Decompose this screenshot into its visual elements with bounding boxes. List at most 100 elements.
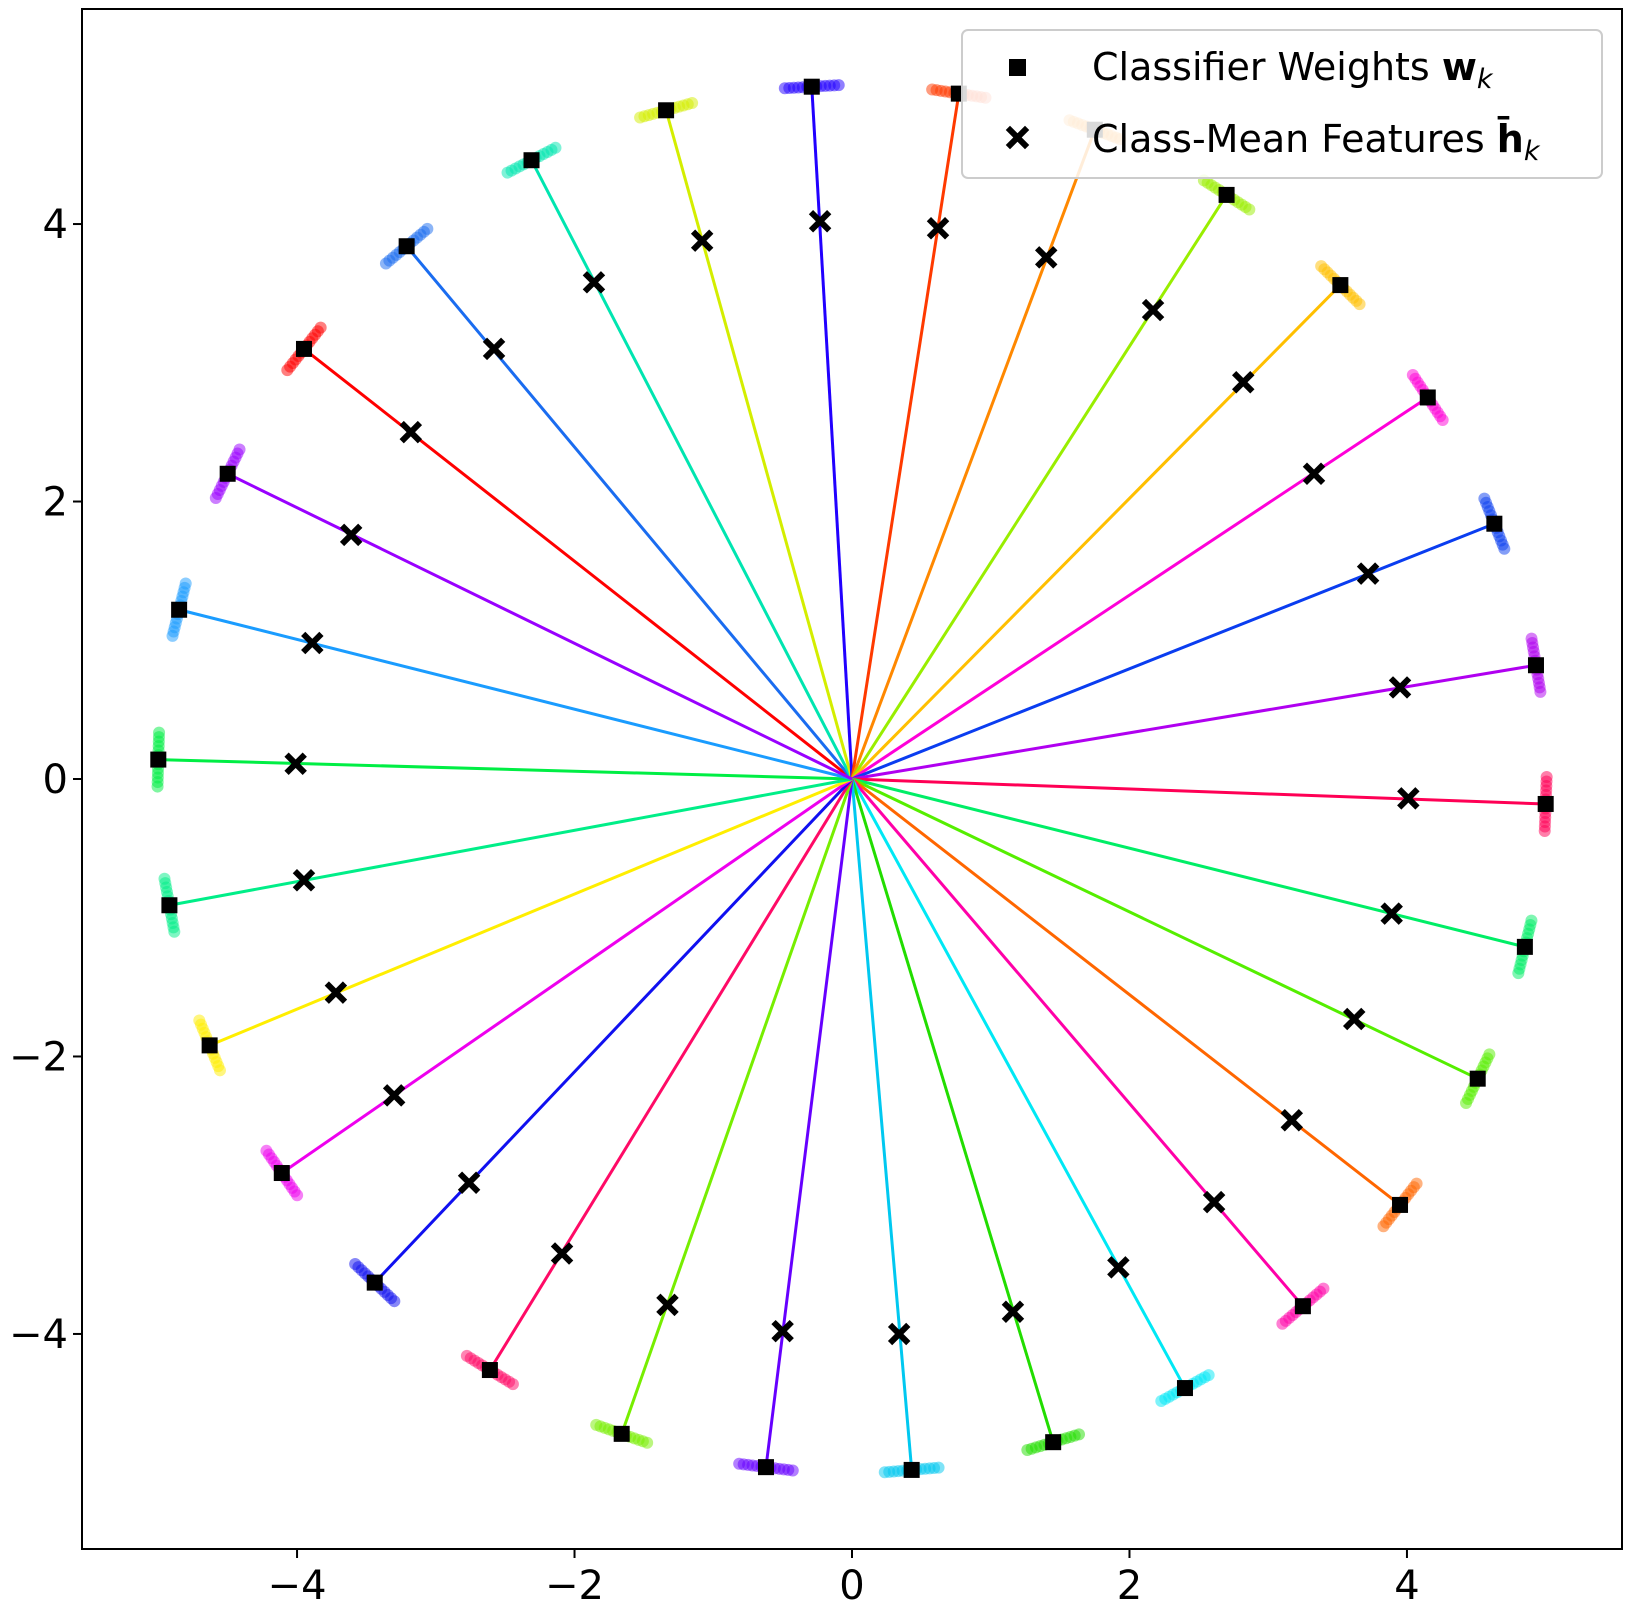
weight-square-10 [1486,515,1503,532]
mean-x-16 [1202,1190,1226,1214]
class-ray-12 [851,777,1546,806]
class-ray-9 [851,396,1429,781]
class-ray-7 [850,194,1228,780]
mean-x-19 [887,1322,911,1346]
y-tick-label-0: −4 [9,1312,68,1358]
feature-point-26-12 [168,925,181,938]
y-tick-label-2: 0 [43,757,68,803]
feature-point-17-12 [1202,1369,1215,1382]
feature-point-16-12 [1317,1282,1330,1295]
x-tick-label-2: 0 [839,1563,864,1609]
x-tick-label-0: −4 [268,1563,327,1609]
class-ray-3 [664,109,854,780]
feature-point-20-12 [786,1464,799,1477]
mean-x-0 [399,420,423,444]
mean-x-24 [382,1084,406,1107]
weight-square-29 [219,465,236,482]
class-ray-29 [227,472,853,781]
x-tick-label-1: −2 [545,1563,604,1609]
feature-point-27-12 [151,780,164,793]
feature-point-11-12 [1525,632,1538,645]
weight-square-0 [295,340,312,357]
class-ray-0 [303,347,853,781]
mean-x-10 [1356,562,1380,585]
mean-x-18 [1001,1300,1025,1324]
weight-square-22 [481,1362,498,1379]
feature-point-15-12 [1410,1177,1423,1190]
mean-x-20 [771,1319,794,1343]
class-ray-26 [169,777,853,907]
feature-point-2-12 [501,166,514,179]
mean-x-13 [1380,902,1403,925]
legend-x-icon [1005,125,1030,150]
class-ray-25 [209,777,853,1047]
class-ray-17 [850,778,1187,1389]
weight-square-7 [1218,186,1235,203]
feature-point-25-12 [213,1064,226,1077]
weight-square-13 [1516,938,1533,955]
class-ray-28 [178,608,853,781]
class-ray-21 [620,778,854,1435]
weight-square-26 [161,897,178,914]
mean-x-6 [1034,246,1058,269]
y-tick-label-3: 2 [43,480,68,526]
weight-square-9 [1419,389,1436,406]
class-ray-19 [850,778,914,1471]
class-ray-27 [158,758,853,781]
feature-point-19-12 [932,1461,945,1474]
legend-box [961,29,1603,179]
y-tick-label-4: 4 [43,202,68,248]
weight-square-17 [1176,1380,1193,1397]
mean-x-28 [301,631,324,655]
class-ray-20 [764,778,854,1468]
class-ray-2 [530,159,854,780]
mean-x-11 [1388,676,1412,699]
feature-point-5-12 [926,83,939,96]
mean-x-23 [457,1171,481,1194]
class-ray-24 [280,777,853,1175]
weight-square-4 [803,78,820,95]
axis-ticks: −4 −2 0 2 4 −4 −2 0 2 4 [9,202,1420,1609]
mean-x-26 [292,869,316,892]
feature-point-8-12 [1315,260,1328,273]
feature-point-9-12 [1406,368,1419,381]
mean-x-17 [1107,1256,1130,1279]
x-tick-label-3: 2 [1117,1563,1142,1609]
legend: Classifier Weights wk Class-Mean Feature… [961,29,1603,179]
weight-square-28 [171,601,188,618]
weight-square-27 [150,751,167,768]
weight-square-14 [1469,1070,1486,1087]
class-ray-8 [850,284,1342,781]
weight-square-2 [523,152,540,169]
weight-square-15 [1392,1196,1409,1213]
weight-square-25 [201,1037,218,1054]
weight-square-20 [757,1459,774,1476]
mean-x-2 [582,271,606,294]
class-ray-23 [373,777,854,1284]
class-rays [158,86,1546,1471]
mean-x-5 [926,216,950,240]
feature-point-12-12 [1540,770,1553,783]
class-ray-11 [851,663,1537,781]
feature-point-0-12 [281,364,294,377]
mean-x-12 [1397,787,1420,810]
weight-square-24 [273,1165,290,1182]
class-ray-5 [850,93,961,780]
class-ray-4 [810,86,854,780]
feature-point-14-12 [1483,1048,1496,1061]
class-ray-1 [405,245,854,780]
feature-point-29-12 [209,492,222,505]
legend-label-weights: Classifier Weights wk [1092,45,1494,95]
class-ray-6 [850,129,1097,780]
mean-x-15 [1280,1109,1304,1132]
legend-square-icon [1009,59,1026,76]
weight-square-23 [366,1274,383,1291]
weight-square-19 [903,1461,920,1478]
mean-x-7 [1141,298,1165,322]
class-ray-15 [851,777,1401,1207]
feature-point-18-12 [1073,1428,1086,1441]
weight-square-12 [1537,795,1554,812]
feature-point-4-12 [778,82,791,95]
mean-x-29 [339,523,363,547]
legend-label-means: Class-Mean Features h̄k [1092,116,1541,167]
